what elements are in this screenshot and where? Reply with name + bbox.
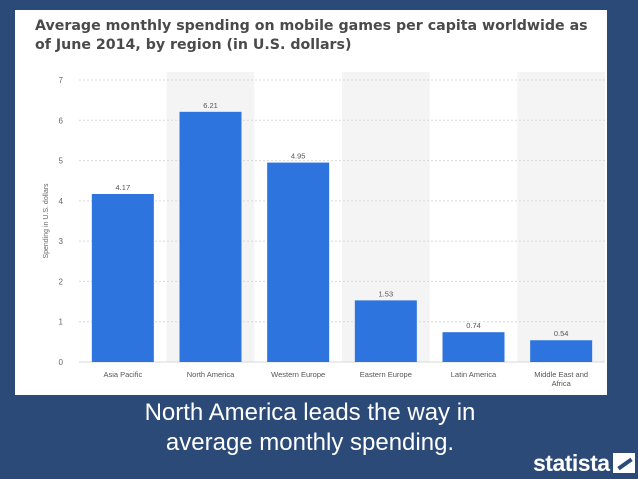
statista-logo-icon bbox=[612, 453, 635, 473]
y-tick-label: 3 bbox=[59, 237, 64, 246]
caption-line-2: average monthly spending. bbox=[165, 429, 455, 456]
bar bbox=[530, 340, 593, 362]
statista-logo: statista bbox=[533, 450, 635, 476]
bar bbox=[354, 300, 417, 362]
y-axis-label: Spending in U.S. dollars bbox=[43, 183, 50, 259]
data-label: 0.74 bbox=[466, 321, 481, 330]
caption: North America leads the way in average m… bbox=[0, 398, 620, 458]
y-tick-label: 1 bbox=[59, 318, 64, 327]
data-label: 4.95 bbox=[291, 152, 306, 161]
bar bbox=[91, 194, 154, 362]
bar bbox=[267, 162, 330, 362]
data-label: 6.21 bbox=[203, 101, 218, 110]
caption-line-1: North America leads the way in bbox=[144, 399, 476, 426]
chart-title: Average monthly spending on mobile games… bbox=[35, 18, 588, 53]
data-label: 0.54 bbox=[554, 329, 569, 338]
x-tick-label: Eastern Europe bbox=[360, 370, 412, 379]
x-tick-label: Asia Pacific bbox=[103, 370, 142, 379]
x-tick-label: Africa bbox=[552, 379, 572, 388]
bar bbox=[442, 332, 505, 362]
y-tick-label: 7 bbox=[59, 76, 64, 85]
y-tick-label: 2 bbox=[59, 277, 64, 286]
chart-card: Average monthly spending on mobile games… bbox=[15, 10, 607, 395]
data-label: 4.17 bbox=[116, 183, 131, 192]
bar-chart: 0 1 2 3 4 5 6 7 Spending in U.S. dollars 4.17 Asia… bbox=[43, 72, 605, 388]
bar bbox=[179, 111, 242, 362]
x-tick-label: Western Europe bbox=[271, 370, 325, 379]
y-tick-label: 5 bbox=[59, 157, 64, 166]
x-tick-label: Latin America bbox=[451, 370, 497, 379]
x-tick-label: North America bbox=[187, 370, 235, 379]
category-band bbox=[517, 72, 605, 362]
y-tick-label: 6 bbox=[59, 116, 64, 125]
y-tick-label: 0 bbox=[59, 358, 64, 367]
brand-name: statista bbox=[533, 449, 610, 476]
y-tick-label: 4 bbox=[59, 197, 64, 206]
x-tick-label: Middle East and bbox=[534, 370, 588, 379]
data-label: 1.53 bbox=[379, 289, 394, 298]
